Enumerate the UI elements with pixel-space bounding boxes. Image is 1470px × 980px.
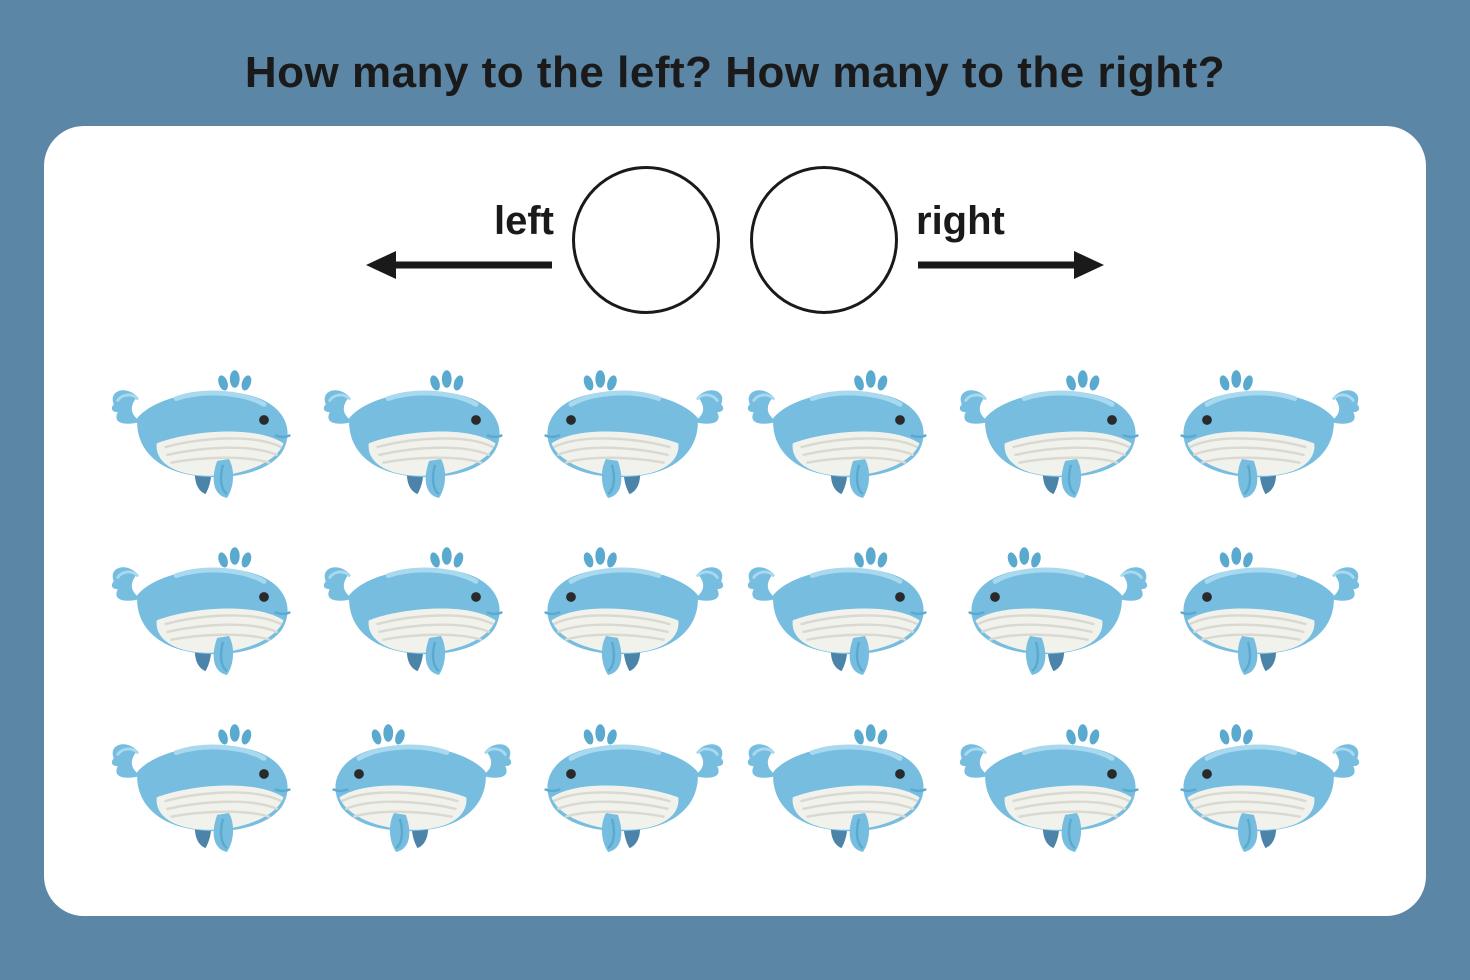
page-title: How many to the left? How many to the ri… bbox=[0, 0, 1470, 126]
whale-icon bbox=[532, 358, 727, 518]
whale-right bbox=[108, 535, 303, 695]
whale-right bbox=[320, 535, 515, 695]
whale-right bbox=[108, 712, 303, 872]
whale-left bbox=[1168, 358, 1363, 518]
whale-left bbox=[1168, 535, 1363, 695]
whale-right bbox=[956, 358, 1151, 518]
whale-icon bbox=[744, 358, 939, 518]
right-group: right bbox=[750, 166, 1106, 314]
whale-icon bbox=[320, 358, 515, 518]
whale-left bbox=[320, 712, 515, 872]
arrow-right-icon bbox=[916, 248, 1106, 282]
whale-icon bbox=[956, 535, 1151, 695]
whale-left bbox=[532, 535, 727, 695]
whale-right bbox=[744, 535, 939, 695]
whale-left bbox=[532, 358, 727, 518]
right-arrow-group: right bbox=[916, 199, 1106, 282]
whale-icon bbox=[1168, 535, 1363, 695]
whale-right bbox=[108, 358, 303, 518]
whale-icon bbox=[320, 535, 515, 695]
left-answer-circle[interactable] bbox=[572, 166, 720, 314]
whale-icon bbox=[1168, 712, 1363, 872]
left-arrow-group: left bbox=[364, 199, 554, 282]
whale-right bbox=[744, 712, 939, 872]
arrow-left-icon bbox=[364, 248, 554, 282]
whale-icon bbox=[744, 535, 939, 695]
left-group: left bbox=[364, 166, 720, 314]
whale-icon bbox=[956, 712, 1151, 872]
whale-left bbox=[956, 535, 1151, 695]
whale-icon bbox=[320, 712, 515, 872]
left-label: left bbox=[494, 199, 554, 244]
whale-icon bbox=[108, 712, 303, 872]
whale-icon bbox=[108, 358, 303, 518]
whale-left bbox=[532, 712, 727, 872]
whale-grid bbox=[94, 344, 1376, 876]
whale-left bbox=[1168, 712, 1363, 872]
whale-right bbox=[744, 358, 939, 518]
worksheet-card: left right bbox=[44, 126, 1426, 916]
right-answer-circle[interactable] bbox=[750, 166, 898, 314]
whale-right bbox=[956, 712, 1151, 872]
whale-icon bbox=[532, 535, 727, 695]
whale-icon bbox=[744, 712, 939, 872]
whale-right bbox=[320, 358, 515, 518]
whale-icon bbox=[956, 358, 1151, 518]
whale-icon bbox=[532, 712, 727, 872]
whale-icon bbox=[1168, 358, 1363, 518]
whale-icon bbox=[108, 535, 303, 695]
answer-row: left right bbox=[94, 166, 1376, 314]
right-label: right bbox=[916, 199, 1005, 244]
